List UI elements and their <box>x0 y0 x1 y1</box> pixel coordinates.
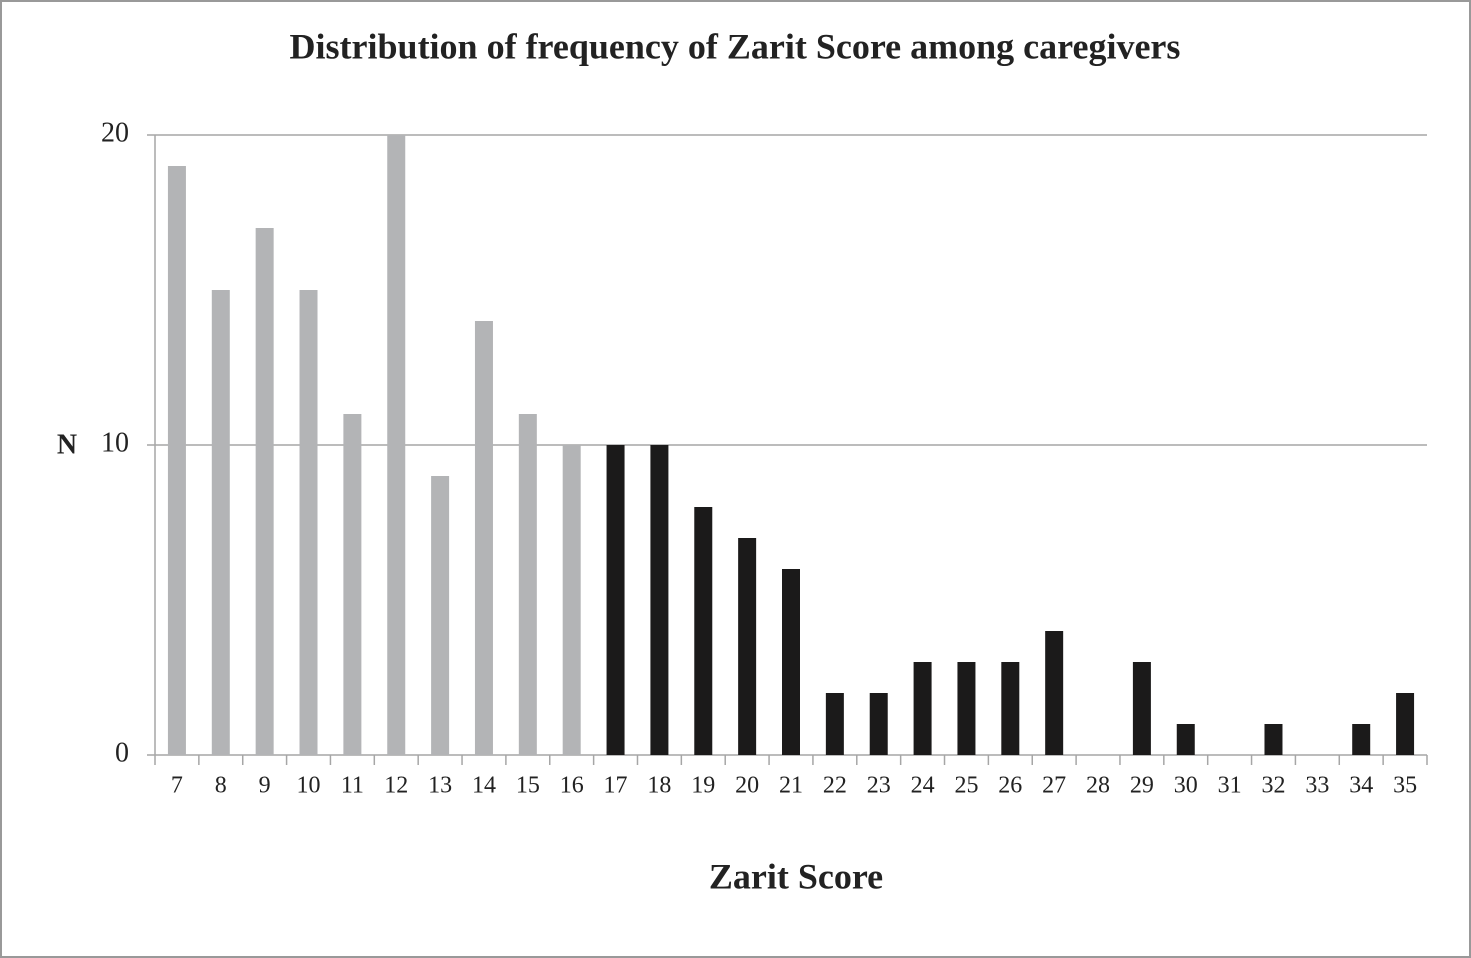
bar <box>957 662 976 755</box>
bar <box>431 476 450 755</box>
x-tick-label: 7 <box>171 773 183 799</box>
bar <box>1396 693 1415 755</box>
bar <box>387 135 406 755</box>
x-tick-label: 13 <box>428 773 452 799</box>
x-tick-label: 10 <box>297 773 321 799</box>
bar <box>1352 724 1371 755</box>
x-axis-title: Zarit Score <box>709 856 883 896</box>
bar <box>1176 724 1195 755</box>
bar <box>869 693 888 755</box>
bar <box>474 321 493 755</box>
bar <box>825 693 844 755</box>
x-tick-label: 12 <box>384 773 408 799</box>
x-tick-label: 30 <box>1174 773 1198 799</box>
x-tick-label: 14 <box>472 773 496 799</box>
bar <box>650 445 669 755</box>
x-tick-label: 25 <box>954 773 978 799</box>
bar <box>694 507 713 755</box>
bar <box>211 290 230 755</box>
bar <box>1264 724 1283 755</box>
bar <box>782 569 800 755</box>
y-tick-label: 20 <box>101 117 129 148</box>
x-tick-label: 32 <box>1261 773 1285 799</box>
x-tick-label: 24 <box>911 773 935 799</box>
bar <box>1132 662 1151 755</box>
x-tick-label: 9 <box>259 773 271 799</box>
x-tick-label: 16 <box>560 773 584 799</box>
y-axis-title: N <box>57 429 77 460</box>
x-tick-label: 19 <box>691 773 715 799</box>
x-tick-label: 34 <box>1349 773 1373 799</box>
bar <box>606 445 625 755</box>
bar <box>518 414 537 755</box>
x-tick-label: 33 <box>1305 773 1329 799</box>
x-tick-label: 20 <box>735 773 759 799</box>
y-tick-label: 10 <box>101 427 129 458</box>
chart-title: Distribution of frequency of Zarit Score… <box>290 26 1181 66</box>
x-tick-label: 23 <box>867 773 891 799</box>
x-tick-label: 31 <box>1218 773 1242 799</box>
x-tick-label: 29 <box>1130 773 1154 799</box>
x-tick-label: 17 <box>604 773 628 799</box>
bar <box>562 445 581 755</box>
x-tick-label: 15 <box>516 773 540 799</box>
x-tick-label: 11 <box>341 773 364 799</box>
bar <box>255 228 274 755</box>
x-tick-label: 22 <box>823 773 847 799</box>
bar <box>299 290 318 755</box>
x-tick-label: 26 <box>998 773 1022 799</box>
x-tick-label: 35 <box>1393 773 1417 799</box>
x-tick-label: 27 <box>1042 773 1066 799</box>
bar <box>167 166 186 755</box>
x-tick-label: 8 <box>215 773 227 799</box>
x-tick-label: 21 <box>779 773 803 799</box>
x-tick-label: 18 <box>647 773 671 799</box>
bar <box>343 414 362 755</box>
x-tick-label: 28 <box>1086 773 1110 799</box>
bar <box>1001 662 1020 755</box>
bar <box>1045 631 1064 755</box>
bar <box>913 662 932 755</box>
y-tick-label: 0 <box>115 737 129 768</box>
bar <box>738 538 757 755</box>
